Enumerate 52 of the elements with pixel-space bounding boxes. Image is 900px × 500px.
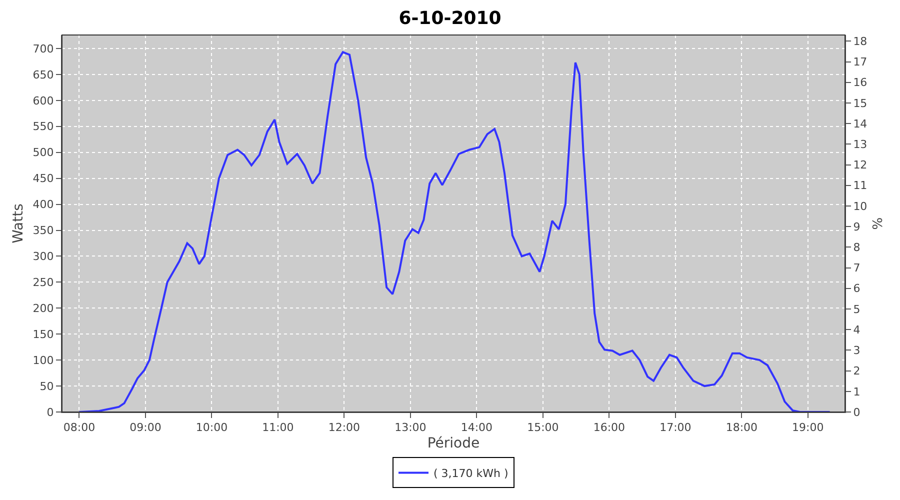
y-tick-label: 600	[32, 94, 54, 108]
x-tick-label: 14:00	[460, 421, 493, 434]
y2-axis-title: %	[870, 217, 886, 230]
y-tick-label: 100	[32, 354, 54, 367]
y2-tick-label: 16	[853, 76, 868, 90]
y2-tick-label: 3	[853, 344, 860, 358]
x-axis-title: Période	[427, 436, 480, 452]
line-series	[78, 51, 831, 412]
y-tick-label: 300	[32, 250, 54, 264]
y-axis-title: Watts	[10, 204, 26, 244]
y2-tick-label: 12	[853, 158, 868, 172]
x-tick-label: 18:00	[726, 421, 758, 434]
y2-tick-label: 17	[853, 56, 868, 69]
y-tick-label: 700	[32, 42, 54, 56]
y-tick-label: 50	[40, 380, 54, 393]
y2-tick-label: 18	[853, 35, 868, 48]
y2-tick-label: 6	[853, 282, 860, 296]
x-tick-label: 08:00	[63, 421, 96, 434]
x-tick-label: 13:00	[394, 421, 426, 434]
y2-tick-label: 2	[853, 364, 860, 378]
y-tick-label: 550	[32, 120, 54, 134]
x-tick-label: 16:00	[593, 421, 626, 434]
y2-tick-label: 9	[853, 220, 860, 234]
x-tick-label: 11:00	[262, 421, 294, 434]
x-tick-label: 12:00	[328, 421, 360, 434]
y-tick-label: 450	[32, 172, 54, 186]
y2-tick-label: 1	[853, 385, 860, 398]
x-tick-label: 09:00	[130, 421, 162, 434]
chart-title: 6-10-2010	[398, 8, 502, 29]
y2-tick-label: 14	[853, 117, 868, 130]
y-tick-label: 650	[32, 68, 54, 82]
x-tick-label: 15:00	[527, 421, 559, 434]
y-tick-label: 150	[32, 328, 54, 341]
y2-tick-label: 8	[853, 241, 860, 254]
y2-tick-label: 11	[853, 179, 868, 192]
y-tick-label: 200	[32, 302, 54, 315]
x-tick-label: 19:00	[792, 421, 824, 434]
y2-tick-label: 0	[853, 406, 860, 419]
legend-label: ( 3,170 kWh )	[434, 467, 508, 480]
y2-tick-label: 4	[853, 323, 860, 336]
y-tick-label: 500	[32, 146, 54, 160]
x-tick-label: 10:00	[196, 421, 228, 434]
x-tick-label: 17:00	[660, 421, 692, 434]
y2-tick-label: 15	[853, 96, 868, 110]
y2-tick-label: 13	[853, 138, 868, 152]
y-tick-label: 400	[32, 198, 54, 212]
y2-tick-label: 7	[853, 262, 860, 275]
y2-tick-label: 10	[853, 200, 868, 213]
y-tick-label: 350	[32, 224, 54, 238]
y-tick-label: 250	[32, 276, 54, 290]
y2-tick-label: 5	[853, 302, 860, 316]
y-tick-label: 0	[46, 406, 54, 419]
